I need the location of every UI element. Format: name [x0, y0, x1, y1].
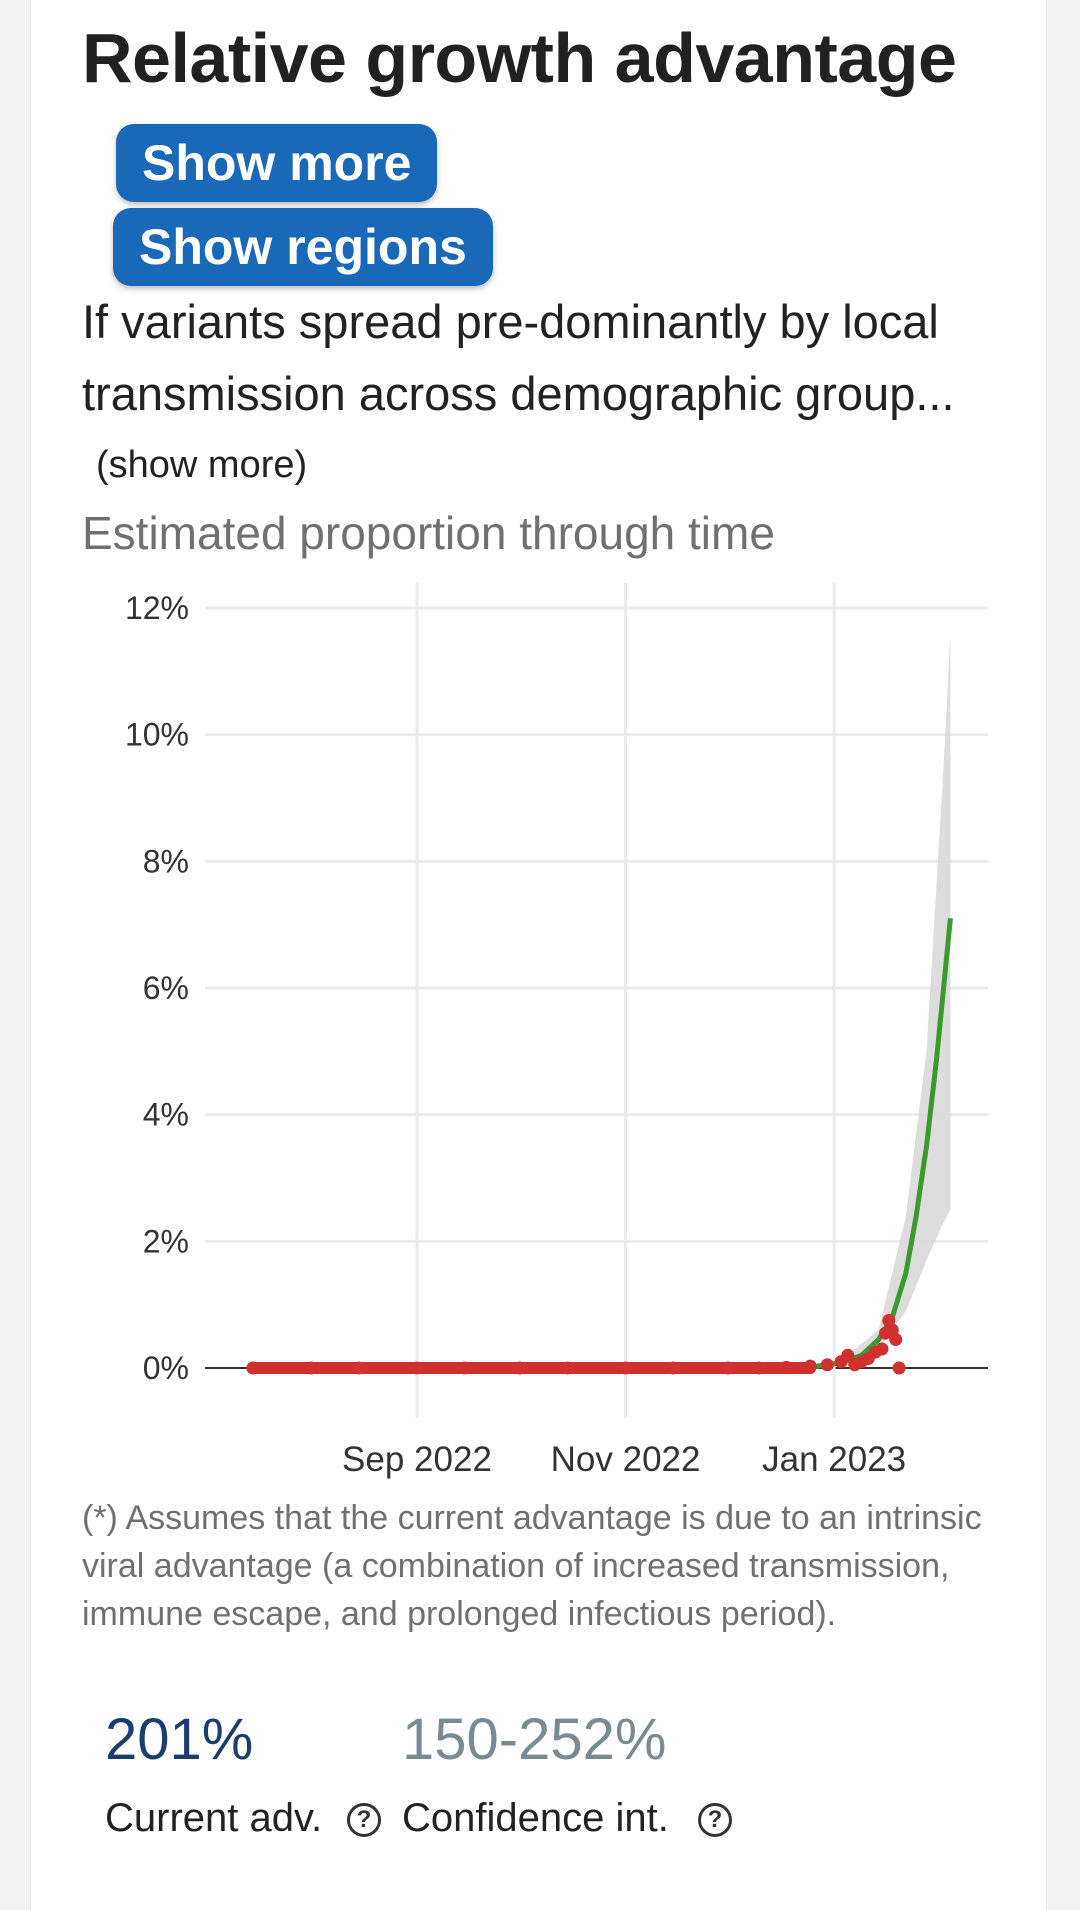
observed-point	[721, 1361, 735, 1375]
observed-point	[779, 1360, 793, 1374]
observed-point	[875, 1342, 889, 1356]
help-circle-icon[interactable]: ?	[347, 1803, 381, 1837]
section-title: Relative growth advantage	[82, 19, 957, 97]
observed-point	[666, 1361, 680, 1375]
confidence-band	[793, 633, 951, 1368]
observed-point	[889, 1333, 903, 1346]
show-regions-button[interactable]: Show regions	[113, 208, 493, 286]
observed-point	[513, 1361, 527, 1375]
show-more-button[interactable]: Show more	[116, 124, 438, 202]
y-tick-label: 0%	[143, 1350, 189, 1386]
observed-point	[304, 1361, 318, 1375]
observed-point	[892, 1361, 906, 1375]
confidence-interval-label: Confidence int.	[402, 1796, 669, 1840]
x-tick-label: Nov 2022	[551, 1440, 701, 1479]
observed-point	[820, 1358, 834, 1372]
band-layer	[793, 633, 951, 1368]
tick-layer: 0% 2% 4% 6% 8% 10% 12% Sep 2022 Nov 2022 Jan 2023	[125, 590, 906, 1479]
observed-point	[841, 1348, 855, 1362]
y-tick-label: 10%	[125, 717, 189, 753]
help-circle-icon[interactable]: ?	[698, 1803, 732, 1837]
observed-point	[352, 1361, 366, 1375]
observed-point	[560, 1361, 574, 1375]
observed-point	[619, 1361, 633, 1375]
observed-point	[410, 1361, 424, 1375]
observed-point	[752, 1361, 766, 1375]
growth-advantage-card	[30, 0, 1047, 1910]
x-tick-label: Jan 2023	[762, 1440, 906, 1479]
current-advantage-label: Current adv.	[105, 1796, 323, 1840]
grid-layer	[205, 583, 988, 1418]
x-tick-label: Sep 2022	[342, 1440, 492, 1479]
observed-point	[803, 1359, 817, 1373]
observed-point	[246, 1361, 260, 1375]
confidence-interval-value: 150-252%	[402, 1707, 667, 1772]
current-advantage-value: 201%	[105, 1707, 254, 1772]
show-more-link[interactable]: (show more)	[96, 444, 308, 486]
y-tick-label: 4%	[143, 1097, 189, 1133]
fit-line	[792, 918, 953, 1370]
line-layer	[792, 918, 953, 1370]
description-text: If variants spread pre-dominantly by loc…	[82, 295, 955, 420]
chart-title: Estimated proportion through time	[82, 507, 775, 559]
point-layer	[246, 1314, 906, 1375]
y-tick-label: 2%	[143, 1223, 189, 1259]
y-tick-label: 12%	[125, 590, 189, 626]
y-tick-label: 8%	[143, 843, 189, 879]
footnote-text: (*) Assumes that the current advantage i…	[82, 1499, 982, 1633]
observed-point	[458, 1361, 472, 1375]
y-tick-label: 6%	[143, 970, 189, 1006]
